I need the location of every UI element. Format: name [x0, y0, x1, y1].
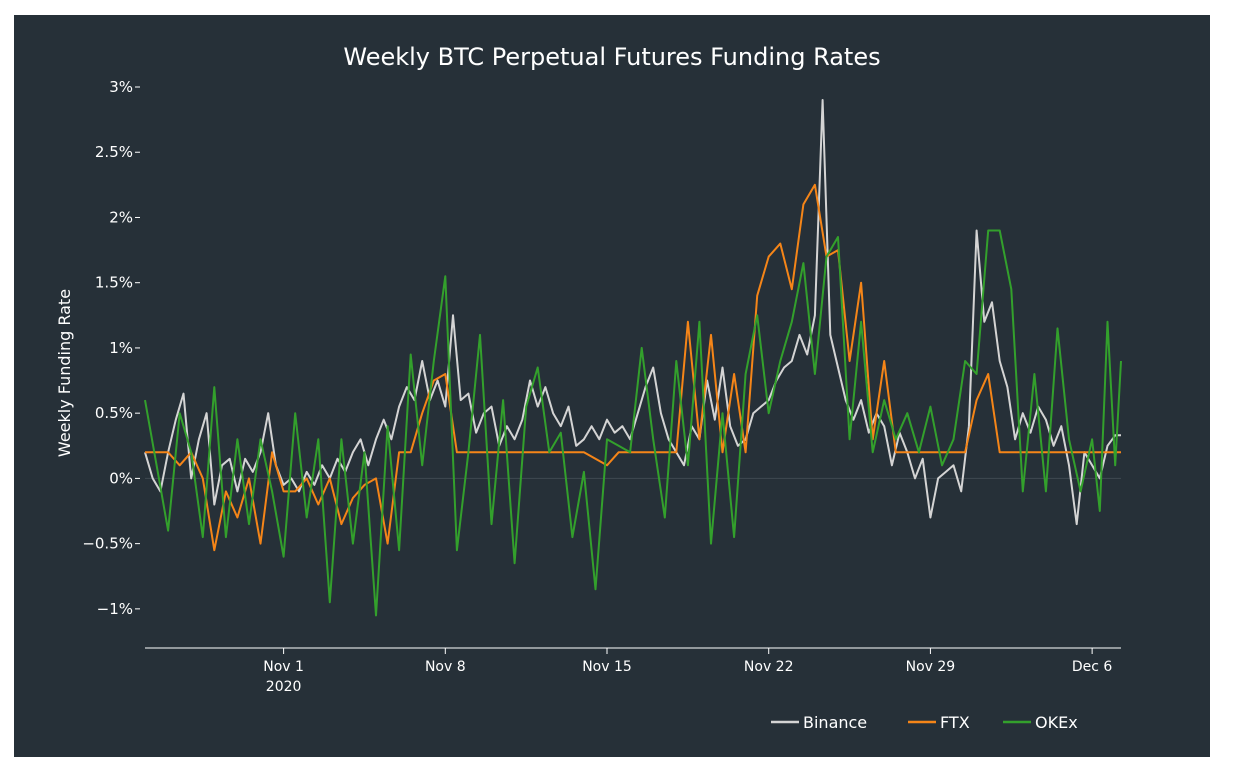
y-axis-title-group: Weekly Funding Rate — [55, 289, 74, 457]
x-tick-label: Nov 1 — [263, 659, 304, 675]
chart: Weekly BTC Perpetual Futures Funding Rat… — [55, 43, 1122, 732]
y-tick-label: 0.5% — [95, 404, 133, 422]
chart-panel: Weekly BTC Perpetual Futures Funding Rat… — [14, 15, 1210, 757]
legend-label: FTX — [940, 713, 970, 732]
x-tick-label: Nov 29 — [906, 659, 956, 675]
x-tick-label: Nov 22 — [744, 659, 794, 675]
series-line-ftx[interactable] — [145, 183, 1121, 552]
y-tick-label: 1% — [109, 339, 133, 357]
axis-layer: −1% −0.5% 0% 0.5% 1% 1.5% 2% 2.5% 3% Nov 1 2020 Nov… — [82, 78, 1121, 695]
x-tick-label: Nov 8 — [425, 659, 466, 675]
series-line-okex[interactable] — [144, 229, 1122, 617]
y-tick-label: 3% — [109, 78, 133, 96]
legend-item-binance[interactable]: Binance — [771, 713, 867, 732]
y-tick-label: 2% — [109, 208, 133, 226]
y-tick-label: 0% — [109, 469, 133, 487]
legend[interactable]: Binance FTX OKEx — [771, 713, 1078, 732]
y-tick-label: −1% — [97, 600, 133, 618]
x-tick-year-label: 2020 — [266, 679, 302, 695]
legend-label: Binance — [803, 713, 867, 732]
x-tick-label: Nov 15 — [582, 659, 632, 675]
x-tick-label: Dec 6 — [1072, 659, 1113, 675]
legend-label: OKEx — [1035, 713, 1078, 732]
y-axis-title: Weekly Funding Rate — [55, 289, 74, 457]
y-tick-label: −0.5% — [82, 535, 133, 553]
legend-item-okex[interactable]: OKEx — [1003, 713, 1078, 732]
legend-item-ftx[interactable]: FTX — [908, 713, 970, 732]
y-tick-label: 1.5% — [95, 274, 133, 292]
series-layer — [144, 99, 1122, 617]
chart-title: Weekly BTC Perpetual Futures Funding Rat… — [343, 43, 880, 71]
y-tick-label: 2.5% — [95, 143, 133, 161]
